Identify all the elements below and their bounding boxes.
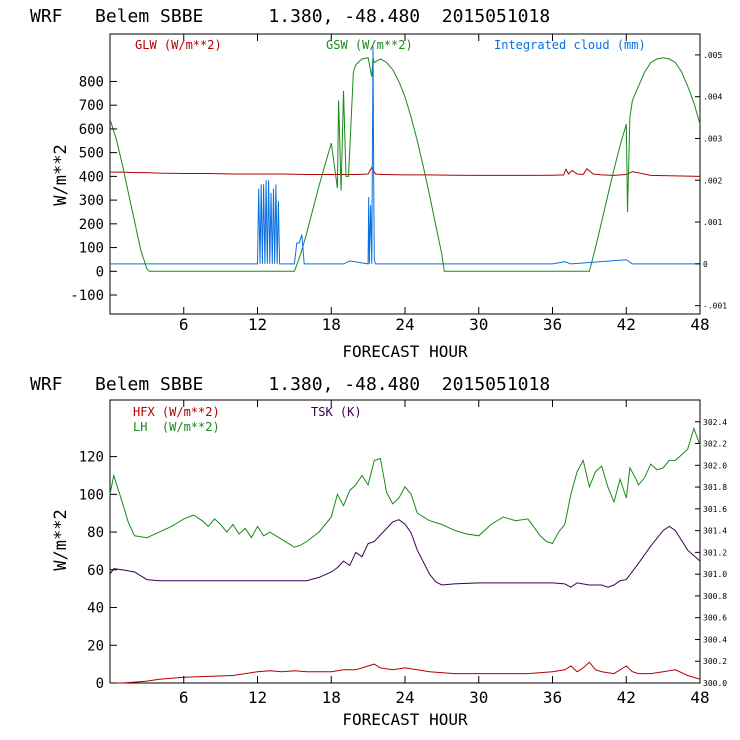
y-tick-label: 40 [87,601,104,617]
right-tick-label: 301.8 [703,483,727,492]
x-tick-label: 24 [395,688,414,707]
x-tick-label: 42 [617,688,636,707]
series-line [109,426,701,548]
y-tick-label: 600 [79,122,104,138]
x-tick-label: 12 [248,315,267,334]
legend-gsw: GSW (W/m**2) [326,38,413,52]
legend-glw: GLW (W/m**2) [135,38,222,52]
right-tick-label: 301.4 [703,527,727,536]
series-line [110,166,701,177]
x-tick-label: 24 [395,315,414,334]
right-tick-label: 302.4 [703,418,727,427]
x-tick-label: 48 [690,315,709,334]
right-tick-label: 300.6 [703,614,727,623]
y-tick-label: 0 [96,264,104,280]
right-tick-label: .003 [703,134,722,143]
x-tick-label: 36 [543,688,562,707]
panel-1-header: WRF Belem SBBE 1.380, -48.480 2015051018 [30,6,550,27]
right-tick-label: .004 [703,93,722,102]
y-tick-label: 300 [79,193,104,209]
right-tick-label: 300.8 [703,592,727,601]
legend-lh: LH (W/m**2) [133,420,220,434]
right-tick-label: 300.2 [703,657,727,666]
legend-tsk: TSK (K) [311,405,362,419]
x-tick-label: 18 [322,315,341,334]
y-tick-label: 700 [79,98,104,114]
series-line [109,57,701,272]
radiation-panel: WRF Belem SBBE 1.380, -48.480 2015051018… [30,6,727,361]
y-tick-label: 20 [87,638,104,654]
x-axis-label-2: FORECAST HOUR [342,710,468,729]
legend-hfx: HFX (W/m**2) [133,405,220,419]
y-tick-label: 80 [87,525,104,541]
series-line [110,46,700,265]
y-tick-label: 100 [79,487,104,503]
right-tick-label: .001 [703,218,722,227]
x-tick-label: 48 [690,688,709,707]
right-tick-label: 302.2 [703,440,727,449]
right-tick-label: 302.0 [703,461,727,470]
x-tick-label: 30 [469,315,488,334]
series-line [110,661,701,684]
right-tick-label: -.001 [703,302,727,311]
x-tick-label: 6 [179,688,189,707]
right-tick-label: 301.0 [703,570,727,579]
x-tick-label: 6 [179,315,189,334]
right-tick-label: 301.2 [703,548,727,557]
series-line [109,519,701,588]
plot-frame-1 [109,33,701,315]
plot-frame-2 [109,399,701,684]
x-tick-label: 12 [248,688,267,707]
y-tick-label: 0 [96,676,104,692]
x-tick-label: 36 [543,315,562,334]
x-tick-label: 30 [469,688,488,707]
y-tick-label: 500 [79,146,104,162]
y-tick-label: -100 [70,288,104,304]
y-tick-label: 100 [79,241,104,257]
y-axis-label-2: W/m**2 [51,509,71,570]
legend-cloud: Integrated cloud (mm) [494,38,646,52]
right-tick-label: 300.0 [703,679,727,688]
right-tick-label: .005 [703,51,722,60]
flux-panel: WRF Belem SBBE 1.380, -48.480 2015051018… [30,374,727,729]
right-tick-label: 0 [703,260,708,269]
panel-2-header: WRF Belem SBBE 1.380, -48.480 2015051018 [30,374,550,395]
right-tick-label: .002 [703,176,722,185]
x-tick-label: 18 [322,688,341,707]
x-axis-label-1: FORECAST HOUR [342,342,468,361]
x-tick-label: 42 [617,315,636,334]
right-tick-label: 300.4 [703,635,727,644]
y-tick-label: 200 [79,217,104,233]
y-tick-label: 800 [79,74,104,90]
y-axis-label-1: W/m**2 [51,144,71,205]
right-tick-label: 301.6 [703,505,727,514]
y-tick-label: 400 [79,169,104,185]
y-tick-label: 120 [79,450,104,466]
y-tick-label: 60 [87,563,104,579]
